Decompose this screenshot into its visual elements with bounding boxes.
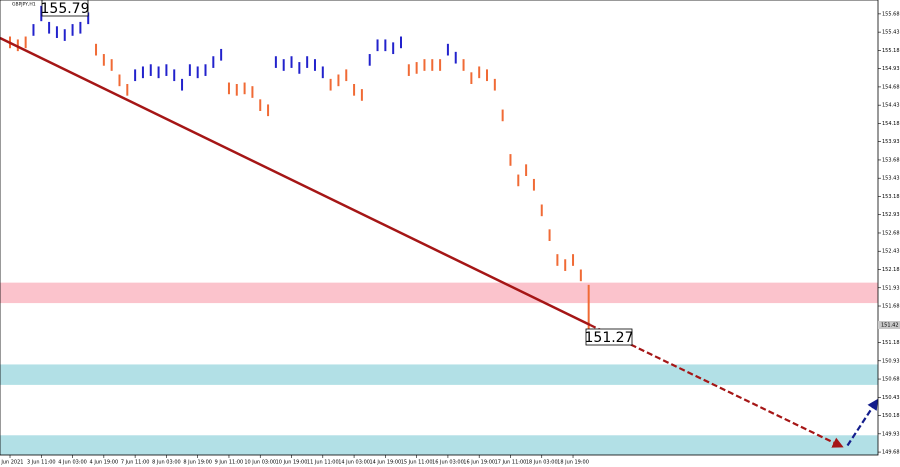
x-tick-label: 7 Jun 11:00 (121, 460, 150, 466)
y-tick-label: 149.93 (882, 431, 900, 437)
x-tick-label: 8 Jun 03:00 (152, 460, 181, 466)
x-tick-label: 14 Jun 03:00 (338, 460, 370, 466)
y-tick-label: 152.93 (882, 212, 900, 218)
x-tick-label: 10 Jun 03:00 (244, 460, 276, 466)
y-tick-label: 153.18 (882, 194, 900, 200)
x-tick-label: 15 Jun 11:00 (401, 460, 433, 466)
y-tick-label: 150.93 (882, 358, 900, 364)
y-tick-label: 154.93 (882, 66, 900, 72)
current-price-label: 151.42 (881, 323, 899, 329)
y-tick-label: 154.68 (882, 84, 900, 90)
y-tick-label: 150.68 (882, 377, 900, 383)
zone (0, 364, 878, 385)
y-tick-label: 154.18 (882, 121, 900, 127)
plot-frame (0, 0, 879, 456)
y-tick-label: 152.43 (882, 249, 900, 255)
x-tick-label: 3 Jun 11:00 (27, 460, 56, 466)
y-tick-label: 152.68 (882, 230, 900, 236)
y-tick-label: 151.18 (882, 340, 900, 346)
y-tick-label: 153.93 (882, 139, 900, 145)
y-tick-label: 149.68 (882, 450, 900, 456)
chart-title: GBPJPY,H1 (12, 2, 36, 8)
zone (0, 282, 878, 304)
trend-line (0, 36, 591, 327)
y-tick-label: 150.18 (882, 413, 900, 419)
x-tick-label: 4 Jun 03:00 (58, 460, 87, 466)
x-tick-label: 11 Jun 11:00 (307, 460, 339, 466)
annotation: 155.79 (41, 1, 90, 17)
y-tick-label: 154.43 (882, 103, 900, 109)
x-tick-label: 18 Jun 19:00 (557, 460, 589, 466)
x-tick-label: 14 Jun 19:00 (369, 460, 401, 466)
zones (0, 282, 878, 455)
x-tick-label: 9 Jun 11:00 (215, 460, 244, 466)
y-tick-label: 155.18 (882, 48, 900, 54)
y-tick-label: 150.43 (882, 395, 900, 401)
y-tick-label: 151.68 (882, 304, 900, 310)
y-tick-label: 152.18 (882, 267, 900, 273)
x-tick-label: 17 Jun 11:00 (495, 460, 527, 466)
y-tick-label: 155.43 (882, 30, 900, 36)
x-tick-label: 4 Jun 19:00 (90, 460, 119, 466)
annotation-box (41, 0, 89, 17)
x-tick-label: 8 Jun 19:00 (183, 460, 212, 466)
x-tick-label: 16 Jun 19:00 (463, 460, 495, 466)
current-price-box (878, 321, 900, 329)
x-tick-label: 10 Jun 19:00 (276, 460, 308, 466)
x-tick-label: 2 Jun 2021 (0, 460, 23, 466)
x-tick-label: 16 Jun 03:00 (432, 460, 464, 466)
x-tick-label: 18 Jun 03:00 (526, 460, 558, 466)
annotation-box (585, 328, 633, 346)
y-tick-label: 155.68 (882, 11, 900, 17)
annotation: 151.27 (585, 330, 634, 346)
y-tick-label: 153.43 (882, 176, 900, 182)
y-tick-label: 153.68 (882, 157, 900, 163)
zone (0, 435, 878, 455)
y-tick-label: 151.93 (882, 285, 900, 291)
bars (9, 5, 590, 336)
